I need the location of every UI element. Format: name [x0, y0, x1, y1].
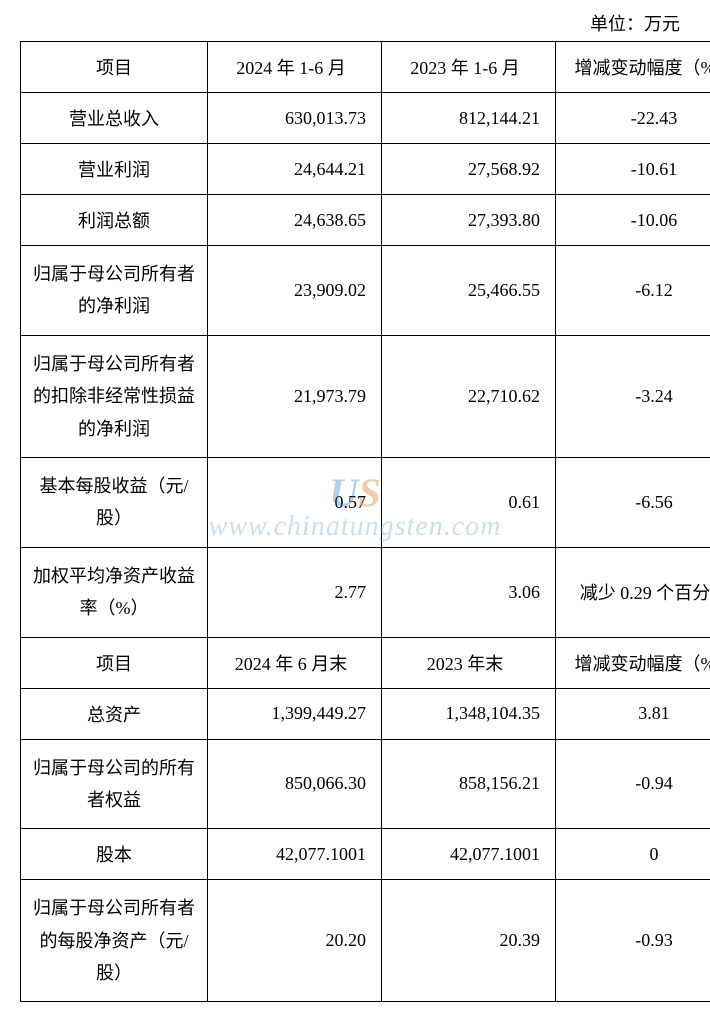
table-row: 股本 42,077.1001 42,077.1001 0 — [21, 829, 710, 880]
report-container: 单位：万元 项目 2024 年 1-6 月 2023 年 1-6 月 增减变动幅… — [0, 0, 710, 1012]
row-item: 股本 — [21, 829, 208, 880]
row-value: 42,077.1001 — [208, 829, 382, 880]
row-value: 2.77 — [208, 547, 382, 637]
row-change: -0.94 — [556, 739, 710, 829]
header-change: 增减变动幅度（%） — [556, 637, 710, 688]
row-item: 加权平均净资产收益率（%） — [21, 547, 208, 637]
table-row: 营业利润 24,644.21 27,568.92 -10.61 — [21, 144, 710, 195]
row-value: 25,466.55 — [382, 246, 556, 336]
row-item: 总资产 — [21, 688, 208, 739]
row-value: 27,393.80 — [382, 195, 556, 246]
row-change: 0 — [556, 829, 710, 880]
table-row: 归属于母公司的所有者权益 850,066.30 858,156.21 -0.94 — [21, 739, 710, 829]
row-value: 0.61 — [382, 457, 556, 547]
table-row: 归属于母公司所有者的每股净资产（元/股） 20.20 20.39 -0.93 — [21, 880, 710, 1002]
row-value: 27,568.92 — [382, 144, 556, 195]
header-row-2: 项目 2024 年 6 月末 2023 年末 增减变动幅度（%） — [21, 637, 710, 688]
row-value: 20.20 — [208, 880, 382, 1002]
header-item: 项目 — [21, 637, 208, 688]
row-value: 1,399,449.27 — [208, 688, 382, 739]
row-value: 850,066.30 — [208, 739, 382, 829]
table-row: 归属于母公司所有者的扣除非经常性损益的净利润 21,973.79 22,710.… — [21, 335, 710, 457]
row-value: 42,077.1001 — [382, 829, 556, 880]
row-value: 23,909.02 — [208, 246, 382, 336]
row-value: 0.57 — [208, 457, 382, 547]
row-value: 20.39 — [382, 880, 556, 1002]
row-value: 812,144.21 — [382, 93, 556, 144]
table-row: 总资产 1,399,449.27 1,348,104.35 3.81 — [21, 688, 710, 739]
header-item: 项目 — [21, 42, 208, 93]
row-change: 减少 0.29 个百分点 — [556, 547, 710, 637]
row-change: 3.81 — [556, 688, 710, 739]
row-change: -22.43 — [556, 93, 710, 144]
row-change: -0.93 — [556, 880, 710, 1002]
row-change: -10.61 — [556, 144, 710, 195]
table-row: 归属于母公司所有者的净利润 23,909.02 25,466.55 -6.12 — [21, 246, 710, 336]
row-value: 3.06 — [382, 547, 556, 637]
row-item: 基本每股收益（元/股） — [21, 457, 208, 547]
row-item: 营业总收入 — [21, 93, 208, 144]
row-change: -10.06 — [556, 195, 710, 246]
row-value: 858,156.21 — [382, 739, 556, 829]
header-change: 增减变动幅度（%） — [556, 42, 710, 93]
row-item: 归属于母公司所有者的净利润 — [21, 246, 208, 336]
row-item: 归属于母公司所有者的每股净资产（元/股） — [21, 880, 208, 1002]
row-change: -6.56 — [556, 457, 710, 547]
header-period2: 2023 年 1-6 月 — [382, 42, 556, 93]
table-row: 加权平均净资产收益率（%） 2.77 3.06 减少 0.29 个百分点 — [21, 547, 710, 637]
row-value: 24,638.65 — [208, 195, 382, 246]
row-value: 22,710.62 — [382, 335, 556, 457]
header-row-1: 项目 2024 年 1-6 月 2023 年 1-6 月 增减变动幅度（%） — [21, 42, 710, 93]
table-row: 利润总额 24,638.65 27,393.80 -10.06 — [21, 195, 710, 246]
row-item: 归属于母公司的所有者权益 — [21, 739, 208, 829]
row-value: 1,348,104.35 — [382, 688, 556, 739]
table-row: 营业总收入 630,013.73 812,144.21 -22.43 — [21, 93, 710, 144]
row-value: 21,973.79 — [208, 335, 382, 457]
header-period2: 2023 年末 — [382, 637, 556, 688]
header-period1: 2024 年 1-6 月 — [208, 42, 382, 93]
unit-label: 单位：万元 — [20, 10, 690, 36]
table-row: 基本每股收益（元/股） 0.57 0.61 -6.56 — [21, 457, 710, 547]
row-item: 利润总额 — [21, 195, 208, 246]
row-change: -6.12 — [556, 246, 710, 336]
row-value: 630,013.73 — [208, 93, 382, 144]
header-period1: 2024 年 6 月末 — [208, 637, 382, 688]
row-item: 归属于母公司所有者的扣除非经常性损益的净利润 — [21, 335, 208, 457]
row-item: 营业利润 — [21, 144, 208, 195]
row-value: 24,644.21 — [208, 144, 382, 195]
row-change: -3.24 — [556, 335, 710, 457]
financial-table: 项目 2024 年 1-6 月 2023 年 1-6 月 增减变动幅度（%） 营… — [20, 41, 710, 1002]
